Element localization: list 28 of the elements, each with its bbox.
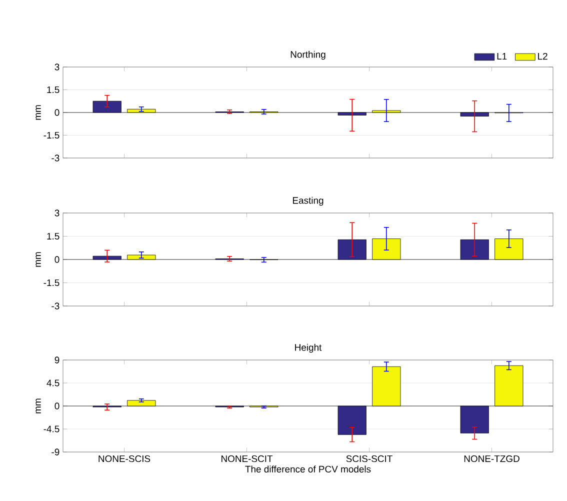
y-axis-title: mm [36,252,41,267]
y-tick-label: -3 [52,302,60,310]
legend-label: L1 [497,53,507,60]
y-axis-title: mm [36,398,41,414]
y-axis-title: mm [36,105,41,120]
x-tick-label: NONE-SCIS [98,455,150,462]
chart-title: Height [295,344,322,353]
y-tick-label: 1.5 [47,86,60,94]
y-tick-label: 3 [54,64,60,70]
x-tick-label: SCIS-SCIT [346,455,392,462]
y-tick-label: 3 [54,210,60,216]
y-tick-label: -1.5 [44,279,60,286]
y-tick-label: 0 [54,402,60,410]
y-tick-label: 0 [54,256,60,263]
x-tick-label: NONE-TZGD [464,455,520,462]
y-tick-label: -4.5 [44,426,60,432]
legend-label: L2 [538,52,548,60]
y-tick-label: -9 [52,448,60,456]
y-tick-label: -1.5 [44,132,60,139]
chart-title: Easting [293,196,324,206]
chart-title: Northing [290,50,326,60]
y-tick-label: 4.5 [46,380,60,386]
x-axis-title: The difference of PCV models [245,466,371,473]
y-tick-label: 9 [54,356,60,364]
y-tick-label: 0 [54,109,60,116]
y-tick-label: 1.5 [47,232,60,240]
x-tick-label: NONE-SCIT [222,455,273,462]
y-tick-label: -3 [52,154,60,162]
